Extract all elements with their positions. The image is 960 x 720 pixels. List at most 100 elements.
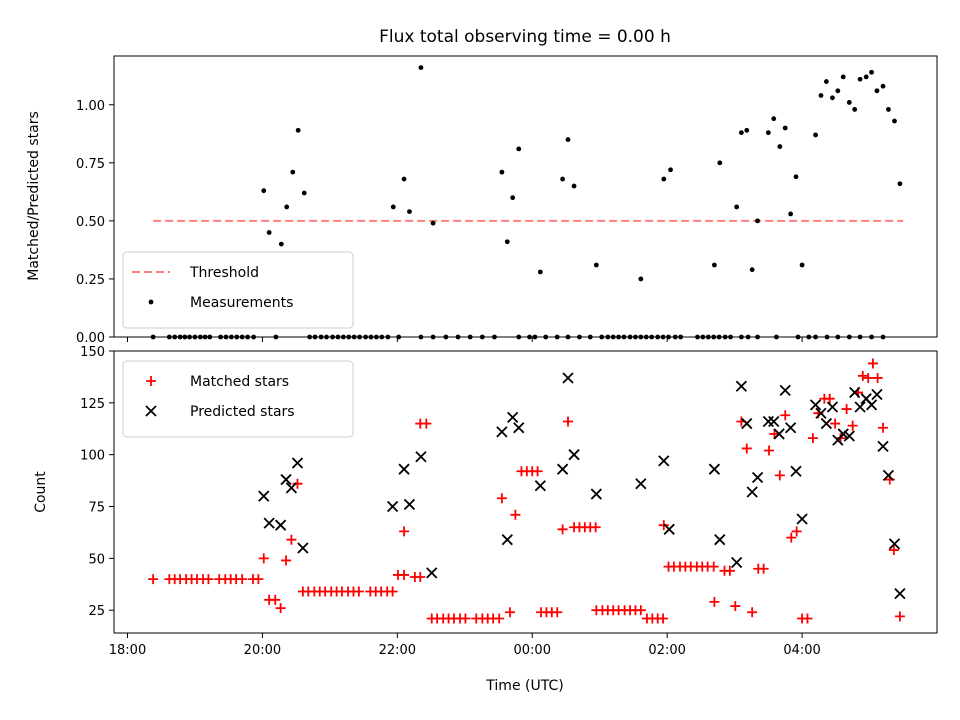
legend-label: Matched stars (190, 374, 289, 390)
matched-star-point (830, 418, 841, 429)
y-tick-label: 25 (88, 604, 105, 619)
chart-title: Flux total observing time = 0.00 h (379, 27, 671, 47)
x-axis-label: Time (UTC) (485, 678, 563, 694)
matched-star-point (552, 607, 563, 618)
predicted-star-point (658, 455, 670, 467)
predicted-star-point (556, 463, 569, 475)
matched-star-point (724, 565, 735, 576)
predicted-star-point (820, 417, 833, 430)
y-tick-label: 1.00 (76, 99, 105, 114)
predicted-star-point (746, 486, 758, 498)
measurement-point (390, 204, 396, 210)
measurement-point (499, 169, 505, 175)
legend-label: Measurements (190, 295, 293, 311)
measurement-point (857, 76, 863, 82)
predicted-star-point (751, 471, 764, 484)
predicted-star-point (274, 519, 287, 531)
matched-star-point (878, 422, 889, 433)
matched-star-point (774, 470, 785, 481)
x-tick-label: 20:00 (244, 643, 281, 658)
measurement-point (886, 107, 891, 112)
legend-matched-swatch (146, 376, 156, 386)
legend-box (122, 360, 354, 438)
matched-star-point (635, 605, 646, 616)
predicted-star-point (784, 422, 797, 434)
predicted-star-point (826, 401, 839, 413)
matched-star-point (730, 601, 741, 612)
predicted-star-point (865, 399, 878, 411)
matched-star-point (203, 574, 214, 585)
y-tick-label: 0.75 (76, 157, 105, 172)
predicted-star-point (635, 478, 647, 490)
matched-star-point (421, 418, 432, 429)
measurement-point (284, 204, 290, 210)
measurement-point (869, 69, 874, 75)
matched-star-point (709, 596, 720, 607)
y-tick-label: 100 (80, 449, 105, 464)
matched-star-point (847, 420, 858, 431)
matched-star-point (562, 416, 573, 427)
predicted-star-point (590, 488, 602, 500)
predicted-star-point (663, 523, 675, 535)
measurement-point (301, 190, 307, 196)
measurement-point (734, 204, 740, 210)
measurement-point (418, 65, 424, 71)
predicted-star-point (741, 417, 753, 430)
predicted-star-point (426, 567, 438, 579)
predicted-star-point (871, 388, 883, 401)
matched-star-point (857, 370, 868, 381)
measurement-point (560, 176, 566, 182)
matched-star-point (557, 524, 568, 535)
predicted-star-point (888, 538, 901, 550)
matched-star-point (791, 526, 802, 537)
y-tick-label: 50 (88, 552, 105, 567)
matched-star-point (708, 561, 719, 572)
measurement-point (407, 209, 412, 214)
y-tick-label: 125 (80, 397, 105, 412)
predicted-star-point (796, 513, 808, 525)
measurement-point (516, 146, 522, 152)
measurement-point (771, 116, 777, 122)
predicted-star-point (562, 372, 574, 384)
matched-star-point (399, 526, 410, 537)
y-tick-label: 0.25 (76, 273, 105, 288)
measurement-point (874, 88, 880, 94)
x-tick-label: 04:00 (783, 643, 820, 658)
measurement-point (852, 107, 858, 112)
matched-star-point (399, 569, 410, 580)
matched-star-point (275, 603, 286, 614)
measurement-point (504, 239, 510, 245)
matched-star-point (148, 574, 159, 585)
predicted-star-point (843, 430, 855, 442)
measurement-point (661, 176, 667, 182)
measurement-point (638, 276, 644, 282)
predicted-star-point (403, 498, 416, 511)
matched-star-point (867, 358, 878, 369)
measurement-point (892, 118, 897, 124)
predicted-star-point (496, 426, 508, 438)
matched-star-point (281, 555, 292, 566)
legend-box (122, 251, 354, 329)
measurement-point (818, 93, 824, 98)
predicted-star-point (507, 411, 519, 423)
predicted-star-point (735, 380, 748, 392)
matched-star-point (258, 553, 269, 564)
legend-label: Predicted stars (190, 404, 295, 420)
matched-star-point (590, 522, 601, 533)
predicted-star-point (837, 428, 849, 440)
measurement-point (777, 144, 783, 149)
plot-frame (113, 55, 938, 338)
matched-star-point (741, 443, 752, 454)
measurement-point (668, 167, 673, 173)
measurement-point (813, 132, 818, 138)
legend: Matched stars Predicted stars (122, 360, 354, 438)
predicted-star-point (285, 482, 298, 494)
x-tick-label: 02:00 (648, 643, 685, 658)
predicted-star-point (386, 500, 399, 513)
measurement-point (430, 220, 436, 226)
predicted-star-point (714, 534, 726, 546)
predicted-star-point (894, 587, 906, 600)
predicted-star-point (415, 451, 427, 463)
measurement-point (863, 74, 869, 80)
